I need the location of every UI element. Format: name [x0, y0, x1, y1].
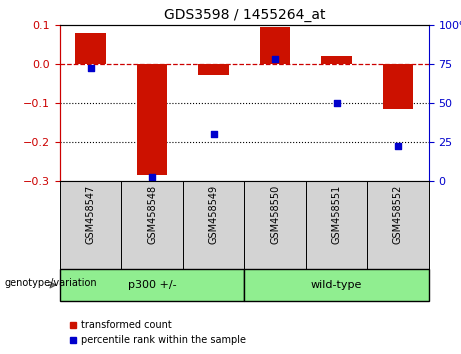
Text: wild-type: wild-type: [311, 280, 362, 290]
Point: [148, 175, 156, 180]
Bar: [198, 64, 229, 75]
Point: [210, 131, 217, 137]
Bar: [75, 33, 106, 64]
Point: [394, 143, 402, 149]
Text: GSM458551: GSM458551: [331, 185, 342, 244]
Bar: [244, 269, 429, 301]
Bar: [183, 181, 244, 269]
Bar: [60, 181, 121, 269]
Text: GSM458548: GSM458548: [147, 185, 157, 244]
Bar: [137, 64, 167, 175]
Text: genotype/variation: genotype/variation: [5, 278, 97, 289]
Point: [87, 65, 95, 71]
Point: [333, 100, 340, 105]
Bar: [367, 181, 429, 269]
Bar: [244, 181, 306, 269]
Bar: [60, 269, 244, 301]
Title: GDS3598 / 1455264_at: GDS3598 / 1455264_at: [164, 8, 325, 22]
Bar: [383, 64, 414, 108]
Text: GSM458549: GSM458549: [208, 185, 219, 244]
Text: GSM458550: GSM458550: [270, 185, 280, 244]
Text: GSM458552: GSM458552: [393, 185, 403, 244]
Bar: [121, 181, 183, 269]
Text: GSM458547: GSM458547: [86, 185, 96, 244]
Bar: [306, 181, 367, 269]
Bar: [260, 27, 290, 64]
Point: [272, 56, 279, 62]
Text: p300 +/-: p300 +/-: [128, 280, 177, 290]
Legend: transformed count, percentile rank within the sample: transformed count, percentile rank withi…: [65, 316, 250, 349]
Bar: [321, 56, 352, 64]
